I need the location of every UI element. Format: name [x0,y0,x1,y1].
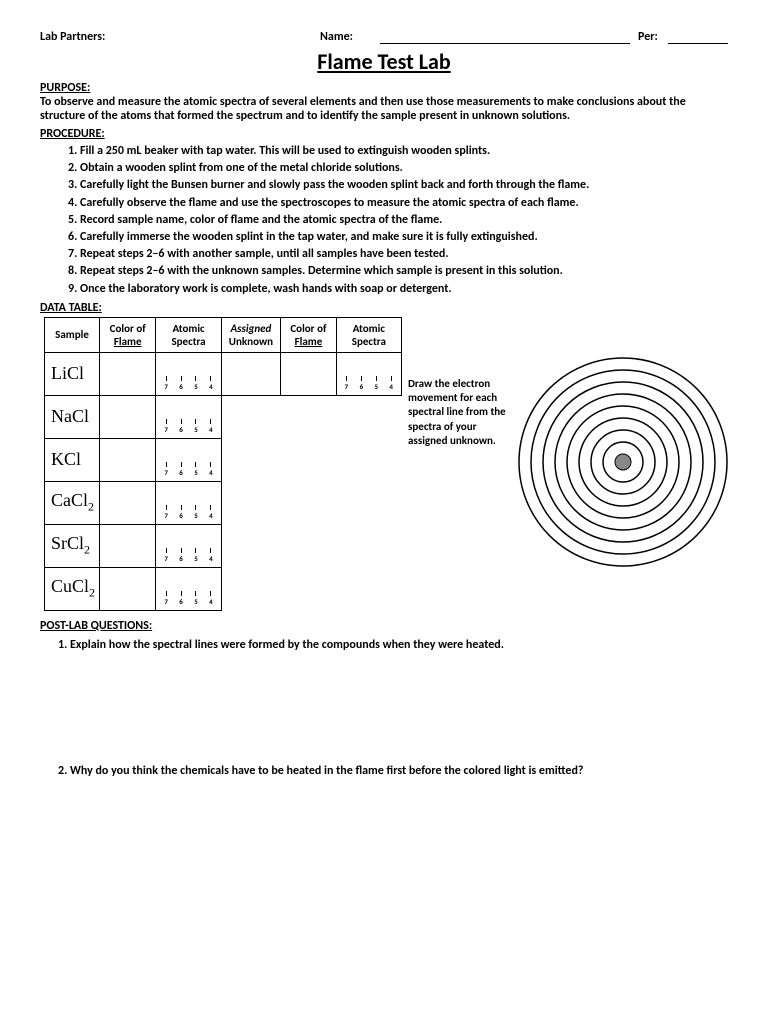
procedure-step: Repeat steps 2–6 with another sample, un… [80,246,728,262]
procedure-step: Carefully light the Bunsen burner and sl… [80,177,728,193]
procedure-step: Fill a 250 mL beaker with tap water. Thi… [80,143,728,159]
spectra-cell[interactable]: 7654 [156,567,221,610]
procedure-heading: PROCEDURE: [40,127,728,141]
table-row: KCl 7654 [45,438,402,481]
spectra-cell[interactable]: 7654 [156,481,221,524]
color-cell[interactable] [100,438,156,481]
postlab-heading: POST-LAB QUESTIONS: [40,619,728,633]
color-cell[interactable] [100,395,156,438]
color-cell[interactable] [100,481,156,524]
procedure-step: Once the laboratory work is complete, wa… [80,281,728,297]
table-row: CaCl2 7654 [45,481,402,524]
color-cell[interactable] [100,567,156,610]
col-assigned: AssignedUnknown [221,317,280,352]
sample-name: CuCl2 [45,567,100,610]
bohr-area: Draw the electron movement for each spec… [408,357,728,567]
name-label: Name: [320,30,380,44]
bohr-diagram [518,357,728,567]
procedure-step: Obtain a wooden splint from one of the m… [80,160,728,176]
purpose-text: To observe and measure the atomic spectr… [40,95,728,123]
header-line: Lab Partners: Name: Per: [40,30,728,44]
procedure-list: Fill a 250 mL beaker with tap water. Thi… [40,143,728,297]
sample-name: KCl [45,438,100,481]
spectra2-cell[interactable]: 7654 [336,352,401,395]
sample-name: SrCl2 [45,524,100,567]
per-label: Per: [638,30,668,44]
color-cell[interactable] [100,352,156,395]
col-color2: Color of Flame [281,317,336,352]
postlab-question: Why do you think the chemicals have to b… [70,763,728,779]
draw-instruction: Draw the electron movement for each spec… [408,357,508,567]
spectra-cell[interactable]: 7654 [156,438,221,481]
spectra-cell[interactable]: 7654 [156,352,221,395]
spectra-cell[interactable]: 7654 [156,524,221,567]
table-row: NaCl 7654 [45,395,402,438]
procedure-step: Record sample name, color of flame and t… [80,212,728,228]
table-row: LiCl 7654 7654 [45,352,402,395]
postlab-question: Explain how the spectral lines were form… [70,637,728,653]
col-sample: Sample [45,317,100,352]
assigned-cell[interactable] [221,352,280,395]
procedure-step: Carefully observe the flame and use the … [80,195,728,211]
sample-name: NaCl [45,395,100,438]
sample-name: LiCl [45,352,100,395]
purpose-heading: PURPOSE: [40,81,728,95]
col-spectra: Atomic Spectra [156,317,221,352]
table-row: SrCl2 7654 [45,524,402,567]
page-title: Flame Test Lab [40,48,728,75]
data-table: Sample Color of Flame Atomic Spectra Ass… [44,317,402,611]
table-row: CuCl2 7654 [45,567,402,610]
name-blank[interactable] [380,30,630,44]
per-blank[interactable] [668,30,728,44]
data-table-heading: DATA TABLE: [40,301,728,315]
color2-cell[interactable] [281,352,336,395]
spectra-cell[interactable]: 7654 [156,395,221,438]
question-list: Explain how the spectral lines were form… [40,637,728,779]
lab-partners-label: Lab Partners: [40,30,320,44]
sample-name: CaCl2 [45,481,100,524]
procedure-step: Carefully immerse the wooden splint in t… [80,229,728,245]
color-cell[interactable] [100,524,156,567]
col-spectra2: Atomic Spectra [336,317,401,352]
procedure-step: Repeat steps 2–6 with the unknown sample… [80,263,728,279]
col-color: Color of Flame [100,317,156,352]
